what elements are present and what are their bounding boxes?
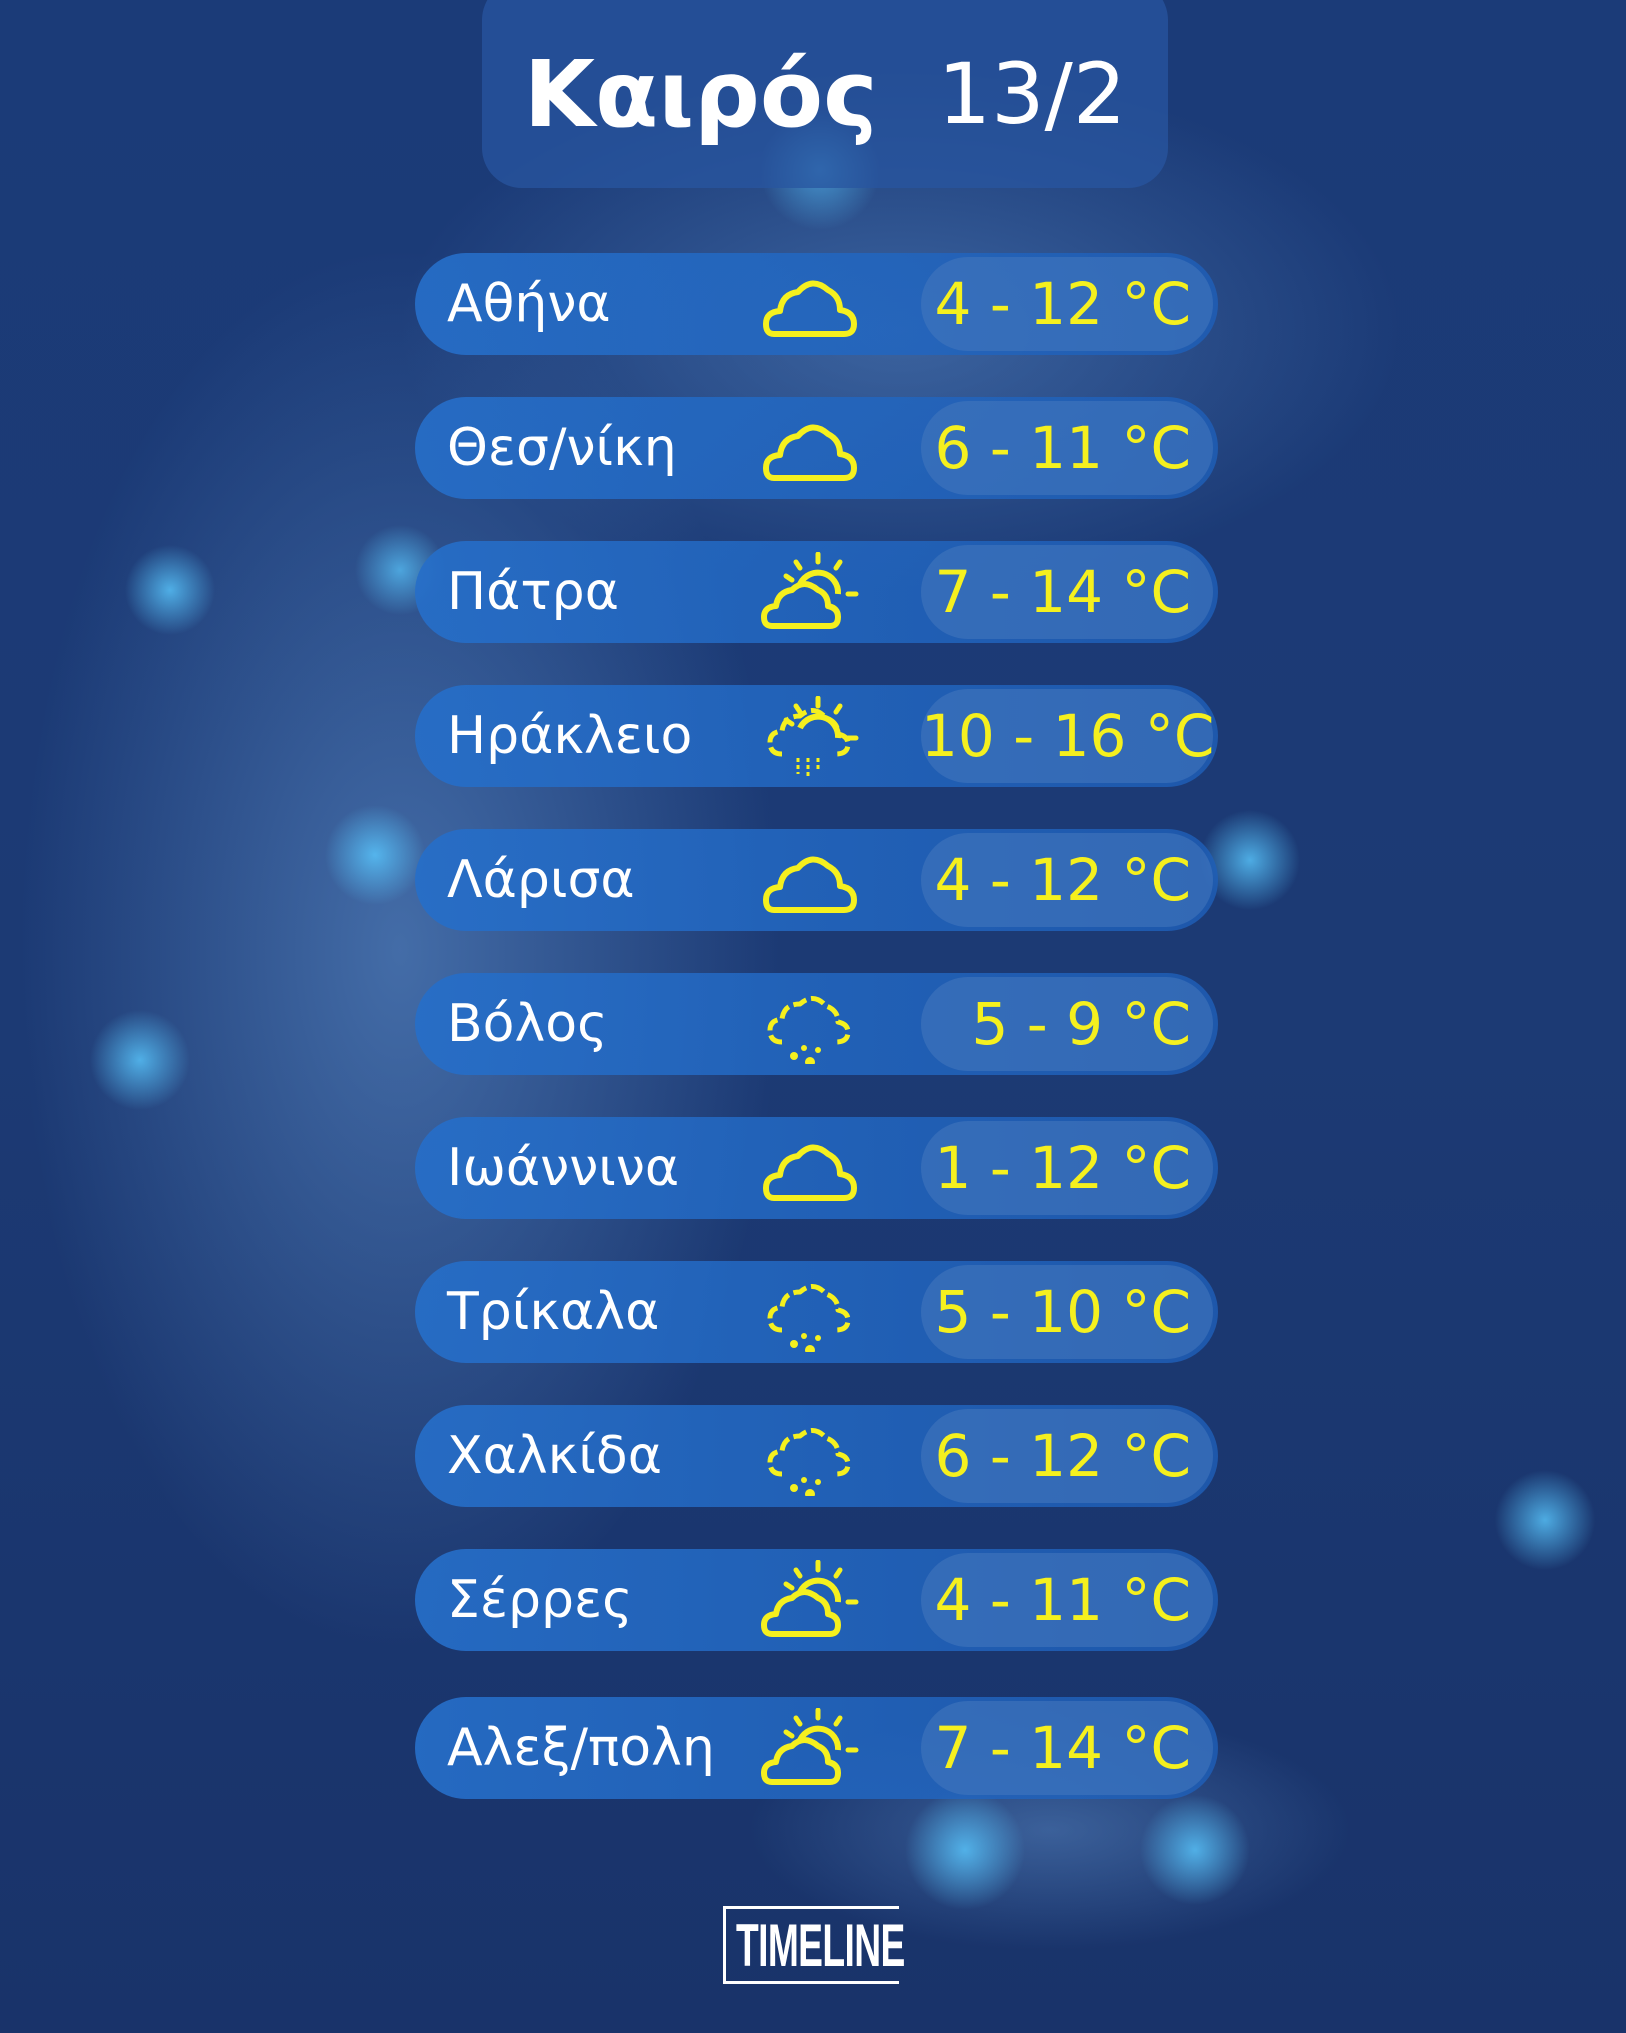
page-title: Καιρός — [523, 40, 878, 148]
temperature-range: 6 - 11 °C — [921, 401, 1213, 495]
city-name: Χαλκίδα — [447, 1426, 663, 1486]
forecast-row: Λάρισα 4 - 12 °C — [415, 829, 1218, 931]
forecast-row: Σέρρες 4 - 11 °C — [415, 1549, 1218, 1651]
forecast-row: Αλεξ/πολη 7 - 14 °C — [415, 1697, 1218, 1799]
sun-rain-icon — [760, 695, 860, 776]
temperature-range: 7 - 14 °C — [921, 1701, 1213, 1795]
forecast-row: Χαλκίδα 6 - 12 °C — [415, 1405, 1218, 1507]
forecast-row: Θεσ/νίκη 6 - 11 °C — [415, 397, 1218, 499]
city-name: Σέρρες — [447, 1570, 633, 1630]
city-name: Θεσ/νίκη — [447, 418, 677, 478]
partly-sunny-icon — [760, 551, 860, 632]
partly-sunny-icon — [760, 1707, 860, 1788]
city-name: Ιωάννινα — [447, 1138, 680, 1198]
temperature-range: 5 - 9 °C — [921, 977, 1213, 1071]
temperature-range: 5 - 10 °C — [921, 1265, 1213, 1359]
forecast-row: Τρίκαλα 5 - 10 °C — [415, 1261, 1218, 1363]
cloud-icon — [760, 264, 860, 344]
title-box: Καιρός 13/2 — [482, 0, 1168, 188]
date-label: 13/2 — [937, 45, 1127, 143]
city-name: Λάρισα — [447, 850, 635, 910]
partly-sunny-icon — [760, 1559, 860, 1640]
rain-icon — [760, 984, 860, 1067]
forecast-row: Ηράκλειο 10 - 16 °C — [415, 685, 1218, 787]
logo-text: TIMELINE — [736, 1912, 905, 1979]
city-name: Τρίκαλα — [447, 1282, 660, 1342]
city-name: Ηράκλειο — [447, 706, 693, 766]
rain-icon — [760, 1416, 860, 1499]
forecast-row: Ιωάννινα 1 - 12 °C — [415, 1117, 1218, 1219]
forecast-row: Αθήνα 4 - 12 °C — [415, 253, 1218, 355]
timeline-logo: TIMELINE — [723, 1906, 905, 1984]
city-name: Αθήνα — [447, 274, 611, 334]
temperature-range: 4 - 11 °C — [921, 1553, 1213, 1647]
temperature-range: 6 - 12 °C — [921, 1409, 1213, 1503]
cloud-icon — [760, 840, 860, 920]
city-name: Αλεξ/πολη — [447, 1718, 715, 1778]
forecast-row: Βόλος 5 - 9 °C — [415, 973, 1218, 1075]
cloud-icon — [760, 408, 860, 488]
rain-icon — [760, 1272, 860, 1355]
temperature-range: 10 - 16 °C — [921, 689, 1214, 783]
city-name: Βόλος — [447, 994, 608, 1054]
forecast-row: Πάτρα 7 - 14 °C — [415, 541, 1218, 643]
temperature-range: 4 - 12 °C — [921, 257, 1213, 351]
temperature-range: 1 - 12 °C — [921, 1121, 1213, 1215]
temperature-range: 4 - 12 °C — [921, 833, 1213, 927]
cloud-icon — [760, 1128, 860, 1208]
city-name: Πάτρα — [447, 562, 619, 622]
temperature-range: 7 - 14 °C — [921, 545, 1213, 639]
